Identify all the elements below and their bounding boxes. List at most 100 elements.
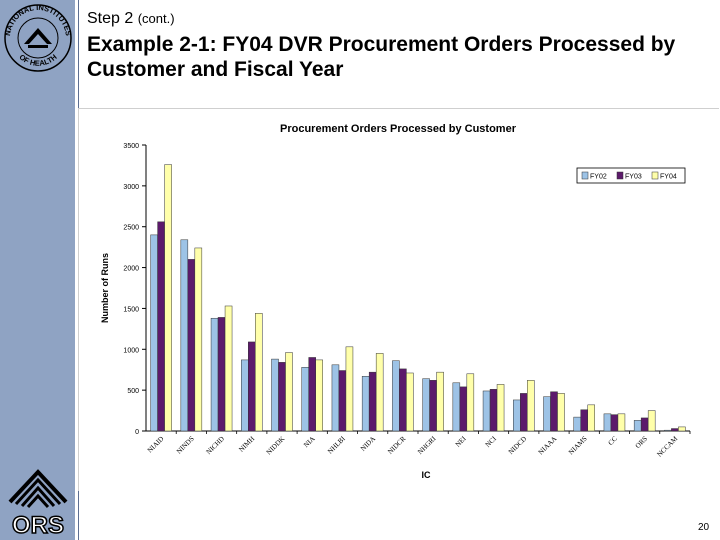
bar-fy03 [550, 391, 558, 432]
x-tick-label: CC [607, 435, 619, 447]
y-tick-label: 1000 [123, 347, 139, 354]
bar-fy03 [429, 380, 437, 432]
bar-fy02 [633, 420, 642, 432]
page-number: 20 [698, 522, 710, 533]
slide-title: Example 2-1: FY04 DVR Procurement Orders… [87, 33, 676, 81]
bar-fy03 [217, 317, 226, 432]
x-tick-label: ORS [634, 435, 649, 450]
bar-fy04 [647, 410, 656, 432]
legend-swatch-fy02 [581, 171, 589, 180]
y-tick-label: 500 [127, 388, 139, 395]
x-tick-label: NHLBI [326, 434, 347, 455]
bar-fy02 [513, 399, 521, 432]
bar-fy03 [248, 341, 256, 432]
bar-fy04 [194, 247, 203, 432]
bar-fy02 [301, 367, 309, 432]
x-tick-label: NICHD [205, 435, 226, 456]
sidebar: NATIONAL INSTITUTES OF HEALTH ORS [0, 0, 75, 540]
bar-fy04 [587, 404, 595, 432]
nih-seal-icon: NATIONAL INSTITUTES OF HEALTH [3, 3, 73, 72]
y-tick-label: 2500 [123, 225, 139, 232]
bar-fy03 [459, 386, 468, 432]
x-tick-label: NINDS [175, 435, 196, 456]
legend-swatch-fy03 [616, 171, 624, 180]
x-tick-label: NHGRI [416, 434, 438, 456]
bar-fy04 [527, 380, 535, 432]
chart-title: Procurement Orders Processed by Customer [280, 123, 517, 135]
bar-fy02 [241, 359, 249, 432]
bar-fy04 [375, 353, 384, 432]
bar-fy02 [361, 376, 370, 432]
x-tick-label: NCI [484, 434, 499, 449]
y-tick-label: 3500 [123, 143, 139, 150]
bar-fy02 [543, 396, 551, 432]
bar-fy02 [150, 234, 158, 432]
bar-fy02 [392, 360, 400, 432]
procurement-chart: Procurement Orders Processed by Customer… [100, 123, 691, 480]
bar-fy03 [520, 393, 528, 432]
bar-fy02 [210, 317, 219, 432]
step-heading: Step 2 (cont.) [87, 10, 175, 28]
bar-fy02 [180, 239, 189, 432]
bar-fy03 [157, 221, 165, 432]
legend-swatch-fy04 [651, 171, 659, 180]
x-tick-label: NIAID [146, 435, 166, 455]
bar-fy04 [224, 305, 233, 432]
x-tick-label: NIAAA [537, 435, 559, 457]
bar-fy02 [664, 429, 672, 432]
bar-fy02 [331, 364, 340, 432]
bar-fy04 [466, 373, 475, 432]
bar-fy03 [640, 417, 649, 432]
sidebar-divider [75, 0, 78, 540]
bar-fy02 [271, 358, 279, 432]
bar-fy02 [573, 416, 581, 432]
bar-fy04 [406, 372, 414, 432]
y-tick-label: 0 [135, 429, 139, 436]
ors-logo-icon: ORS [8, 469, 68, 538]
svg-text:OF HEALTH: OF HEALTH [17, 52, 58, 67]
legend-label: FY04 [660, 174, 677, 181]
bar-fy04 [678, 426, 686, 432]
x-tick-label: NIDCR [386, 435, 407, 456]
x-tick-label: NIDDK [265, 435, 287, 457]
bar-fy03 [187, 259, 196, 432]
y-axis-label: Number of Runs [100, 253, 110, 323]
x-tick-label: NEI [454, 434, 468, 448]
bar-fy03 [610, 414, 619, 432]
bar-fy03 [671, 428, 679, 432]
ors-logo-text: ORS [12, 512, 64, 538]
x-axis-label: IC [422, 470, 432, 480]
x-tick-label: NIMH [237, 435, 256, 454]
bar-fy04 [617, 413, 626, 432]
bar-fy04 [557, 393, 565, 432]
bar-fy03 [308, 357, 316, 432]
step-label: Step 2 [87, 10, 134, 27]
y-tick-label: 1500 [123, 306, 139, 313]
bar-fy04 [255, 313, 263, 432]
legend-label: FY03 [625, 174, 642, 181]
bar-fy03 [278, 362, 286, 432]
bar-fy03 [399, 368, 407, 432]
bar-fy04 [164, 164, 172, 432]
bar-fy03 [580, 409, 588, 432]
bar-fy04 [345, 346, 354, 432]
x-tick-label: NIAMS [567, 435, 589, 457]
x-tick-label: NCCAM [655, 434, 679, 458]
bar-fy02 [482, 390, 491, 432]
bar-fy04 [285, 352, 293, 432]
x-tick-label: NIDCD [507, 435, 528, 456]
x-tick-label: NIDA [359, 435, 377, 453]
legend-label: FY02 [590, 174, 607, 181]
y-tick-label: 3000 [123, 184, 139, 191]
x-tick-label: NIA [302, 435, 316, 449]
bar-fy02 [603, 413, 612, 432]
bar-fy04 [496, 384, 505, 432]
bar-fy04 [436, 371, 444, 432]
y-tick-label: 2000 [123, 266, 139, 273]
bar-fy04 [315, 359, 323, 432]
bar-fy03 [338, 370, 347, 432]
step-suffix: (cont.) [137, 11, 175, 26]
bar-fy03 [368, 371, 377, 432]
bar-fy02 [452, 382, 461, 432]
bar-fy03 [489, 389, 498, 432]
